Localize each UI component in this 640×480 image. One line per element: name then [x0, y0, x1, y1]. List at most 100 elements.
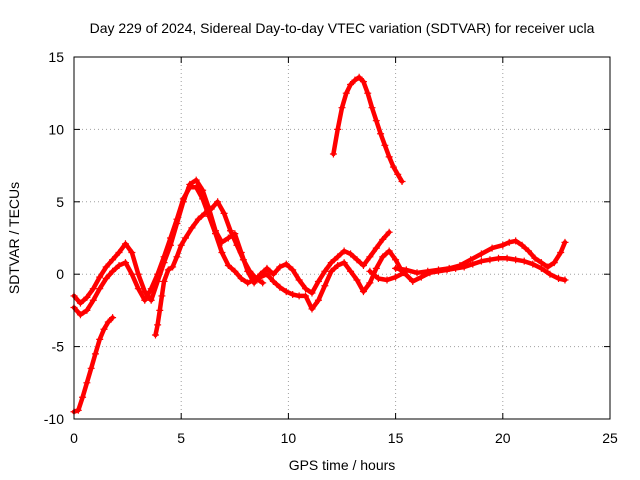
data-point-marker [550, 259, 558, 267]
data-point-marker [295, 292, 303, 300]
data-point-marker [456, 262, 464, 270]
data-point-marker [340, 247, 348, 255]
data-point-marker [289, 266, 297, 274]
data-point-marker [109, 256, 117, 264]
data-point-marker [379, 235, 387, 243]
data-point-marker [486, 256, 494, 264]
data-point-marker [154, 270, 162, 278]
data-point-marker [282, 288, 290, 296]
data-point-marker [224, 262, 232, 270]
data-point-marker [398, 178, 406, 186]
data-point-marker [364, 89, 372, 97]
series-trace-b [70, 176, 393, 307]
data-point-marker [467, 256, 475, 264]
x-tick-label: 20 [495, 430, 511, 446]
data-point-marker [561, 238, 569, 246]
data-point-marker [385, 228, 393, 236]
data-point-marker [529, 260, 537, 268]
data-point-marker [505, 238, 513, 246]
data-point-marker [544, 263, 552, 271]
data-point-marker [302, 292, 310, 300]
data-point-marker [121, 259, 129, 267]
x-axis-label: GPS time / hours [289, 457, 396, 473]
y-tick-label: -5 [52, 339, 65, 355]
data-point-marker [512, 256, 520, 264]
data-point-marker [372, 117, 380, 125]
data-point-marker [383, 276, 391, 284]
data-point-marker [89, 285, 97, 293]
data-point-marker [546, 270, 554, 278]
data-point-marker [87, 364, 95, 372]
data-point-marker [192, 183, 200, 191]
data-point-marker [392, 273, 400, 281]
y-tick-label: 15 [48, 49, 64, 65]
data-point-marker [205, 212, 213, 220]
data-point-marker [392, 256, 400, 264]
data-point-marker [192, 176, 200, 184]
x-tick-label: 5 [177, 430, 185, 446]
data-point-marker [351, 76, 359, 84]
data-point-marker [74, 406, 82, 414]
data-point-marker [342, 89, 350, 97]
plot-frame [73, 56, 611, 420]
data-point-marker [366, 253, 374, 261]
data-point-marker [134, 285, 142, 293]
data-point-marker [347, 267, 355, 275]
x-tick-label: 10 [281, 430, 297, 446]
data-point-marker [259, 279, 267, 287]
data-point-marker [555, 275, 563, 283]
data-point-marker [79, 393, 87, 401]
data-point-marker [366, 267, 374, 275]
data-point-marker [100, 325, 108, 333]
data-point-marker [353, 256, 361, 264]
x-tick-label: 15 [388, 430, 404, 446]
data-point-marker [327, 267, 335, 275]
series-trace-a [70, 314, 117, 416]
data-point-marker [76, 311, 84, 319]
data-point-marker [525, 247, 533, 255]
data-point-marker [169, 263, 177, 271]
data-point-marker [518, 241, 526, 249]
data-point-marker [295, 276, 303, 284]
data-point-marker [224, 234, 232, 242]
data-point-marker [83, 379, 91, 387]
data-point-marker [181, 234, 189, 242]
data-point-marker [141, 296, 149, 304]
data-point-marker [96, 335, 104, 343]
data-point-marker [321, 267, 329, 275]
data-point-marker [263, 270, 271, 278]
series-line [71, 185, 405, 317]
y-tick-label: 0 [56, 266, 64, 282]
data-point-marker [327, 259, 335, 267]
data-point-marker [389, 163, 397, 171]
series-trace-c [70, 183, 406, 319]
data-point-marker [115, 262, 123, 270]
data-point-marker [231, 267, 239, 275]
data-point-marker [252, 275, 260, 283]
data-point-marker [104, 318, 112, 326]
data-point-marker [314, 296, 322, 304]
series-line [71, 177, 392, 306]
data-point-marker [289, 290, 297, 298]
data-point-marker [147, 285, 155, 293]
data-point-marker [392, 264, 400, 272]
data-point-marker [520, 257, 528, 265]
data-point-marker [338, 104, 346, 112]
data-point-marker [269, 277, 277, 285]
data-point-marker [347, 250, 355, 258]
series-trace-d [151, 198, 267, 339]
data-point-marker [276, 263, 284, 271]
data-point-marker [329, 150, 337, 158]
axis-ticks: 0 5 10 15 20 25 -10 -5 0 5 10 15 [44, 49, 618, 446]
data-point-marker [409, 277, 417, 285]
data-point-marker [128, 248, 136, 256]
data-point-marker [372, 264, 380, 272]
data-point-marker [381, 141, 389, 149]
data-point-marker [237, 275, 245, 283]
data-point-marker [177, 241, 185, 249]
data-point-marker [557, 248, 565, 256]
data-point-marker [154, 321, 162, 329]
data-point-marker [207, 205, 215, 213]
data-point-marker [109, 267, 117, 275]
